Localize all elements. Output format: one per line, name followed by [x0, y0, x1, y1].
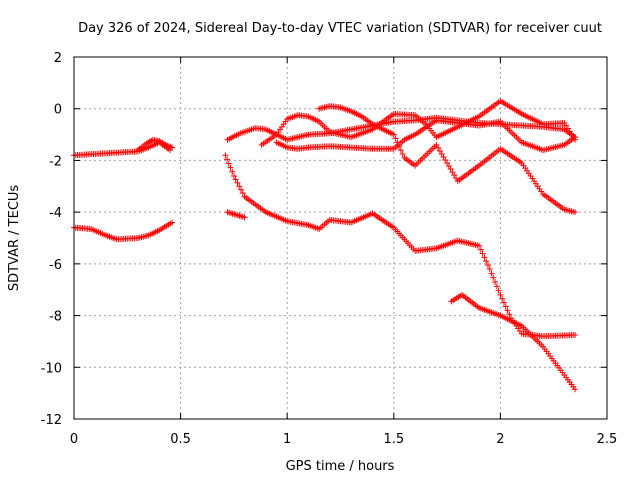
data-point — [572, 386, 579, 393]
data-point — [224, 156, 231, 163]
data-point — [433, 141, 440, 148]
data-point — [481, 254, 488, 261]
data-point — [572, 209, 579, 216]
data-point — [227, 164, 234, 171]
y-tick-label: -2 — [49, 154, 62, 169]
data-point — [230, 172, 237, 179]
data-point — [445, 163, 452, 170]
series-track-4 — [224, 209, 248, 221]
grid — [74, 57, 607, 419]
series-track-2 — [134, 136, 176, 154]
data-point — [449, 169, 456, 176]
data-point — [452, 175, 459, 182]
data-series — [71, 97, 579, 393]
data-point — [394, 139, 401, 146]
y-tick-label: -4 — [49, 206, 62, 221]
plot-frame — [73, 56, 608, 420]
data-point — [438, 150, 445, 157]
data-point — [440, 153, 447, 160]
data-point — [506, 311, 513, 318]
axis-ticks: 0 0.5 1 1.5 2 2.5 2 0 -2 -4 -6 -8 -10 -12 — [41, 51, 618, 447]
data-point — [504, 307, 511, 314]
data-point — [572, 134, 579, 141]
data-point — [500, 299, 507, 306]
series-track-10 — [316, 103, 579, 216]
data-point — [479, 250, 486, 257]
x-tick-label: 0.5 — [170, 432, 191, 447]
data-point — [483, 258, 490, 265]
x-tick-label: 2 — [496, 432, 504, 447]
data-point — [442, 156, 449, 163]
x-tick-label: 1 — [283, 432, 291, 447]
data-point — [397, 147, 404, 154]
data-point — [495, 287, 502, 294]
series-track-8 — [258, 97, 579, 148]
data-point — [236, 183, 243, 190]
data-point — [493, 283, 500, 290]
series-track-6 — [448, 291, 579, 393]
data-point — [234, 179, 241, 186]
chart-title: Day 326 of 2024, Sidereal Day-to-day VTE… — [78, 21, 602, 36]
data-point — [492, 278, 499, 285]
data-point — [484, 262, 491, 269]
x-tick-label: 0 — [70, 432, 78, 447]
y-tick-label: 0 — [54, 103, 62, 118]
data-point — [238, 186, 245, 193]
data-point — [392, 135, 399, 142]
y-tick-label: 2 — [54, 51, 62, 66]
data-point — [490, 274, 497, 281]
data-point — [488, 270, 495, 277]
x-tick-label: 1.5 — [383, 432, 404, 447]
series-track-9 — [273, 117, 579, 154]
x-axis-label: GPS time / hours — [286, 459, 395, 474]
data-point — [435, 144, 442, 151]
series-track-7 — [224, 114, 579, 143]
data-point — [169, 219, 176, 226]
data-point — [499, 295, 506, 302]
data-point — [497, 291, 504, 298]
data-point — [169, 144, 176, 151]
data-point — [477, 246, 484, 253]
data-point — [390, 131, 397, 138]
data-point — [399, 150, 406, 157]
y-tick-label: -8 — [49, 310, 62, 325]
data-point — [476, 242, 483, 249]
y-axis-label: SDTVAR / TECUs — [7, 185, 22, 292]
y-tick-label: -6 — [49, 258, 62, 273]
y-tick-label: -12 — [41, 413, 62, 428]
data-point — [502, 303, 509, 310]
data-point — [447, 166, 454, 173]
series-track-3 — [71, 219, 176, 243]
data-point — [225, 160, 232, 167]
data-point — [572, 331, 579, 338]
data-point — [232, 176, 239, 183]
data-point — [241, 214, 248, 221]
data-point — [396, 143, 403, 150]
y-tick-label: -10 — [41, 361, 62, 376]
data-point — [239, 190, 246, 197]
data-point — [486, 266, 493, 273]
data-point — [444, 160, 451, 167]
data-point — [436, 147, 443, 154]
data-point — [229, 168, 236, 175]
series-track-5 — [222, 152, 579, 340]
data-point — [451, 172, 458, 179]
data-point — [222, 152, 229, 159]
x-tick-label: 2.5 — [597, 432, 618, 447]
